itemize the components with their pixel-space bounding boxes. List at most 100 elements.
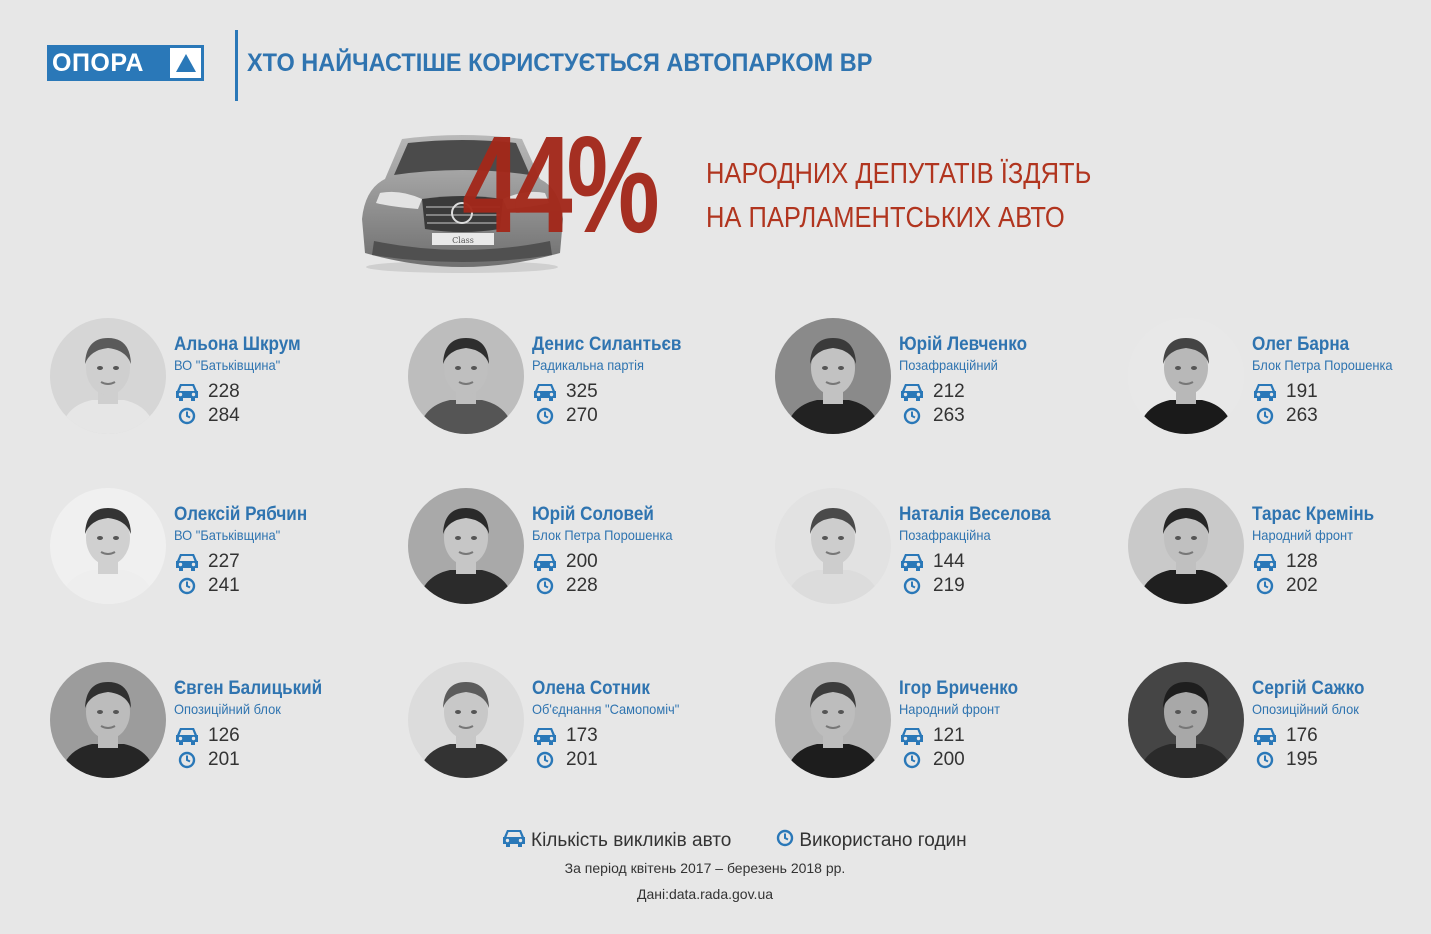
clock-icon bbox=[175, 750, 199, 770]
calls-count: 227 bbox=[208, 551, 240, 572]
hours-stat: 219 bbox=[900, 575, 965, 597]
hours-stat: 202 bbox=[1253, 575, 1318, 597]
car-icon bbox=[533, 552, 557, 572]
car-icon bbox=[502, 828, 526, 854]
triangle-icon bbox=[170, 48, 201, 78]
hours-stat: 201 bbox=[533, 749, 598, 771]
clock-icon bbox=[1253, 576, 1277, 596]
mp-party: ВО "Батьківщина" bbox=[174, 527, 281, 543]
hours-stat: 263 bbox=[1253, 405, 1318, 427]
mp-name: Олег Барна bbox=[1252, 334, 1350, 355]
mp-name: Денис Силантьєв bbox=[532, 334, 682, 355]
calls-count: 126 bbox=[208, 725, 240, 746]
hours-count: 200 bbox=[933, 749, 965, 770]
clock-icon bbox=[1253, 406, 1277, 426]
clock-icon bbox=[533, 576, 557, 596]
car-icon bbox=[900, 726, 924, 746]
mp-photo bbox=[408, 318, 524, 434]
legend-hours-label: Використано годин bbox=[799, 830, 967, 851]
legend: Кількість викликів авто Використано годи… bbox=[497, 828, 967, 854]
mp-party: Радикальна партія bbox=[532, 357, 644, 373]
calls-count: 173 bbox=[566, 725, 598, 746]
mp-photo bbox=[50, 488, 166, 604]
header-divider bbox=[235, 30, 238, 101]
mp-photo bbox=[1128, 318, 1244, 434]
mp-photo bbox=[775, 318, 891, 434]
mp-card: Наталія Веселова Позафракційна 144 219 bbox=[775, 488, 1115, 608]
mp-name: Наталія Веселова bbox=[899, 504, 1051, 525]
hours-count: 241 bbox=[208, 575, 240, 596]
car-icon bbox=[1253, 552, 1277, 572]
hours-stat: 201 bbox=[175, 749, 240, 771]
hours-count: 195 bbox=[1286, 749, 1318, 770]
calls-stat: 173 bbox=[533, 725, 598, 747]
calls-count: 325 bbox=[566, 381, 598, 402]
hours-count: 219 bbox=[933, 575, 965, 596]
car-icon bbox=[900, 552, 924, 572]
mp-card: Тарас Кремінь Народний фронт 128 202 bbox=[1128, 488, 1431, 608]
headline-line-1: НАРОДНИХ ДЕПУТАТІВ ЇЗДЯТЬ bbox=[706, 158, 1092, 190]
calls-stat: 325 bbox=[533, 381, 598, 403]
mp-name: Юрій Соловей bbox=[532, 504, 654, 525]
mp-photo bbox=[1128, 662, 1244, 778]
hours-count: 201 bbox=[208, 749, 240, 770]
hours-stat: 195 bbox=[1253, 749, 1318, 771]
mp-card: Альона Шкрум ВО "Батьківщина" 228 284 bbox=[50, 318, 390, 438]
calls-stat: 212 bbox=[900, 381, 965, 403]
hours-count: 201 bbox=[566, 749, 598, 770]
period-note: За період квітень 2017 – березень 2018 р… bbox=[564, 860, 846, 876]
percent-figure: 44% bbox=[462, 108, 660, 262]
mp-card: Юрій Соловей Блок Петра Порошенка 200 228 bbox=[408, 488, 748, 608]
car-icon bbox=[900, 382, 924, 402]
legend-calls-label: Кількість викликів авто bbox=[531, 830, 732, 851]
calls-stat: 227 bbox=[175, 551, 240, 573]
car-icon bbox=[175, 382, 199, 402]
calls-stat: 144 bbox=[900, 551, 965, 573]
calls-count: 128 bbox=[1286, 551, 1318, 572]
hours-stat: 200 bbox=[900, 749, 965, 771]
hours-count: 263 bbox=[933, 405, 965, 426]
clock-icon bbox=[533, 750, 557, 770]
calls-count: 200 bbox=[566, 551, 598, 572]
hours-count: 270 bbox=[566, 405, 598, 426]
hours-stat: 270 bbox=[533, 405, 598, 427]
mp-name: Юрій Левченко bbox=[899, 334, 1028, 355]
mp-photo bbox=[1128, 488, 1244, 604]
calls-count: 228 bbox=[208, 381, 240, 402]
mp-card: Сергій Сажко Опозиційний блок 176 195 bbox=[1128, 662, 1431, 782]
mp-party: Блок Петра Порошенка bbox=[1252, 357, 1393, 373]
mp-party: Блок Петра Порошенка bbox=[532, 527, 673, 543]
mp-party: Опозиційний блок bbox=[174, 701, 281, 717]
calls-stat: 176 bbox=[1253, 725, 1318, 747]
legend-hours: Використано годин bbox=[771, 829, 967, 853]
mp-card: Денис Силантьєв Радикальна партія 325 270 bbox=[408, 318, 748, 438]
car-icon bbox=[533, 726, 557, 746]
mp-card: Юрій Левченко Позафракційний 212 263 bbox=[775, 318, 1115, 438]
car-icon bbox=[1253, 726, 1277, 746]
mp-name: Ігор Бриченко bbox=[899, 678, 1019, 699]
opora-logo: ОПОРА bbox=[47, 45, 204, 81]
headline-line-2: НА ПАРЛАМЕНТСЬКИХ АВТО bbox=[706, 202, 1065, 234]
mp-card: Євген Балицький Опозиційний блок 126 201 bbox=[50, 662, 390, 782]
mp-name: Євген Балицький bbox=[174, 678, 323, 699]
calls-count: 176 bbox=[1286, 725, 1318, 746]
hours-stat: 241 bbox=[175, 575, 240, 597]
mp-name: Сергій Сажко bbox=[1252, 678, 1365, 699]
mp-photo bbox=[775, 488, 891, 604]
clock-icon bbox=[776, 829, 794, 853]
mp-name: Олена Сотник bbox=[532, 678, 650, 699]
clock-icon bbox=[900, 750, 924, 770]
mp-photo bbox=[408, 488, 524, 604]
calls-stat: 126 bbox=[175, 725, 240, 747]
calls-count: 144 bbox=[933, 551, 965, 572]
logo-text: ОПОРА bbox=[52, 48, 144, 77]
car-icon bbox=[175, 552, 199, 572]
calls-stat: 191 bbox=[1253, 381, 1318, 403]
hours-count: 228 bbox=[566, 575, 598, 596]
legend-calls: Кількість викликів авто bbox=[497, 828, 731, 854]
hours-stat: 228 bbox=[533, 575, 598, 597]
car-icon bbox=[533, 382, 557, 402]
mp-party: Об'єднання "Самопоміч" bbox=[532, 701, 680, 717]
source-note: Дані:data.rada.gov.ua bbox=[636, 886, 774, 902]
mp-photo bbox=[408, 662, 524, 778]
